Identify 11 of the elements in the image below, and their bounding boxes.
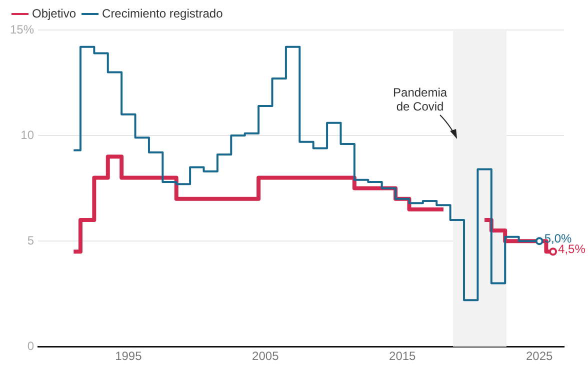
- band-label: Pandemia de Covid: [393, 85, 448, 114]
- y-tick-label: 5: [27, 233, 34, 248]
- x-tick-label: 2005: [252, 349, 280, 364]
- legend-label: Objetivo: [32, 6, 76, 20]
- x-tick-label: 1995: [115, 349, 142, 364]
- legend-label: Crecimiento registrado: [102, 6, 224, 20]
- y-tick-label: 15%: [10, 22, 34, 36]
- x-tick-label: 2025: [526, 349, 554, 364]
- x-tick-label: 2015: [389, 349, 416, 364]
- y-tick-label: 10: [20, 128, 34, 142]
- y-tick-label: 0: [27, 338, 34, 353]
